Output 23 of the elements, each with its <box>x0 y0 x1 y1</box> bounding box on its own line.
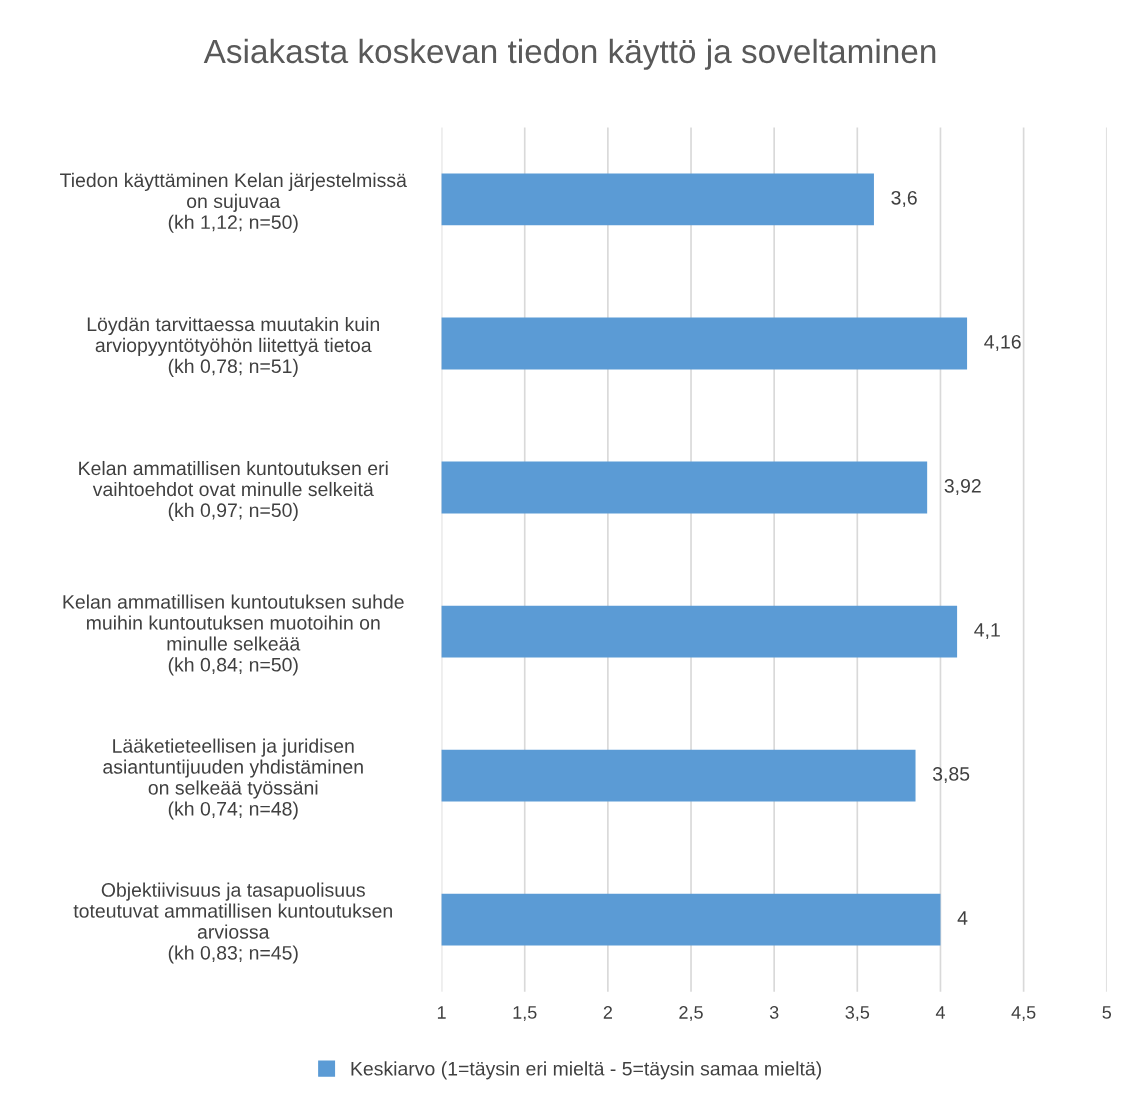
y-tick-label: Kelan ammatillisen kuntoutuksen eri vaihtoehdot ovat minulle selkeitä (kh 0,97; n=50) <box>79 460 388 521</box>
y-tick-label: Löydän tarvittaessa muutakin kuin arviopyyntötyöhön liitettyä tietoa (kh 0,78; n=51) <box>87 316 379 377</box>
x-tick-label: 2 <box>603 1006 612 1019</box>
y-tick-label: Kelan ammatillisen kuntoutuksen suhde muihin kuntoutuksen muotoihin on minulle selkeää (kh 0,84; n=50) <box>63 594 404 676</box>
data-label: 4,1 <box>974 623 1000 640</box>
data-label: 4 <box>957 911 968 925</box>
x-tick-label: 4,5 <box>1011 1006 1036 1021</box>
x-tick-label: 3 <box>769 1006 779 1019</box>
legend-label: Keskiarvo (1=täysin eri mieltä - 5=täysin samaa mieltä) <box>351 1061 821 1080</box>
y-tick-label: Tiedon käyttäminen Kelan järjestelmissä on sujuvaa (kh 1,12; n=50) <box>60 172 407 233</box>
x-tick-label: 2,5 <box>679 1006 703 1021</box>
x-tick-label: 5 <box>1102 1006 1112 1019</box>
data-label: 3,92 <box>944 478 981 496</box>
chart-title: Asiakasta koskevan tiedon käyttö ja soveltaminen <box>203 38 936 70</box>
y-tick-label: Objektiivisuus ja tasapuolisuus toteutuvat ammatillisen kuntoutuksen arviossa (kh 0,83; n=45) <box>73 882 392 964</box>
x-tick-label: 1,5 <box>513 1006 537 1021</box>
data-label: 3,6 <box>891 190 917 207</box>
data-label: 3,85 <box>932 767 970 784</box>
x-tick-label: 4 <box>935 1006 945 1019</box>
x-tick-label: 1 <box>437 1006 446 1019</box>
y-tick-label: Lääketieteellisen ja juridisen asiantuntijuuden yhdistäminen on selkeää työssäni (kh 0,74; n=48) <box>103 738 363 820</box>
x-tick-label: 3,5 <box>845 1006 870 1021</box>
data-label: 4,16 <box>984 334 1021 351</box>
